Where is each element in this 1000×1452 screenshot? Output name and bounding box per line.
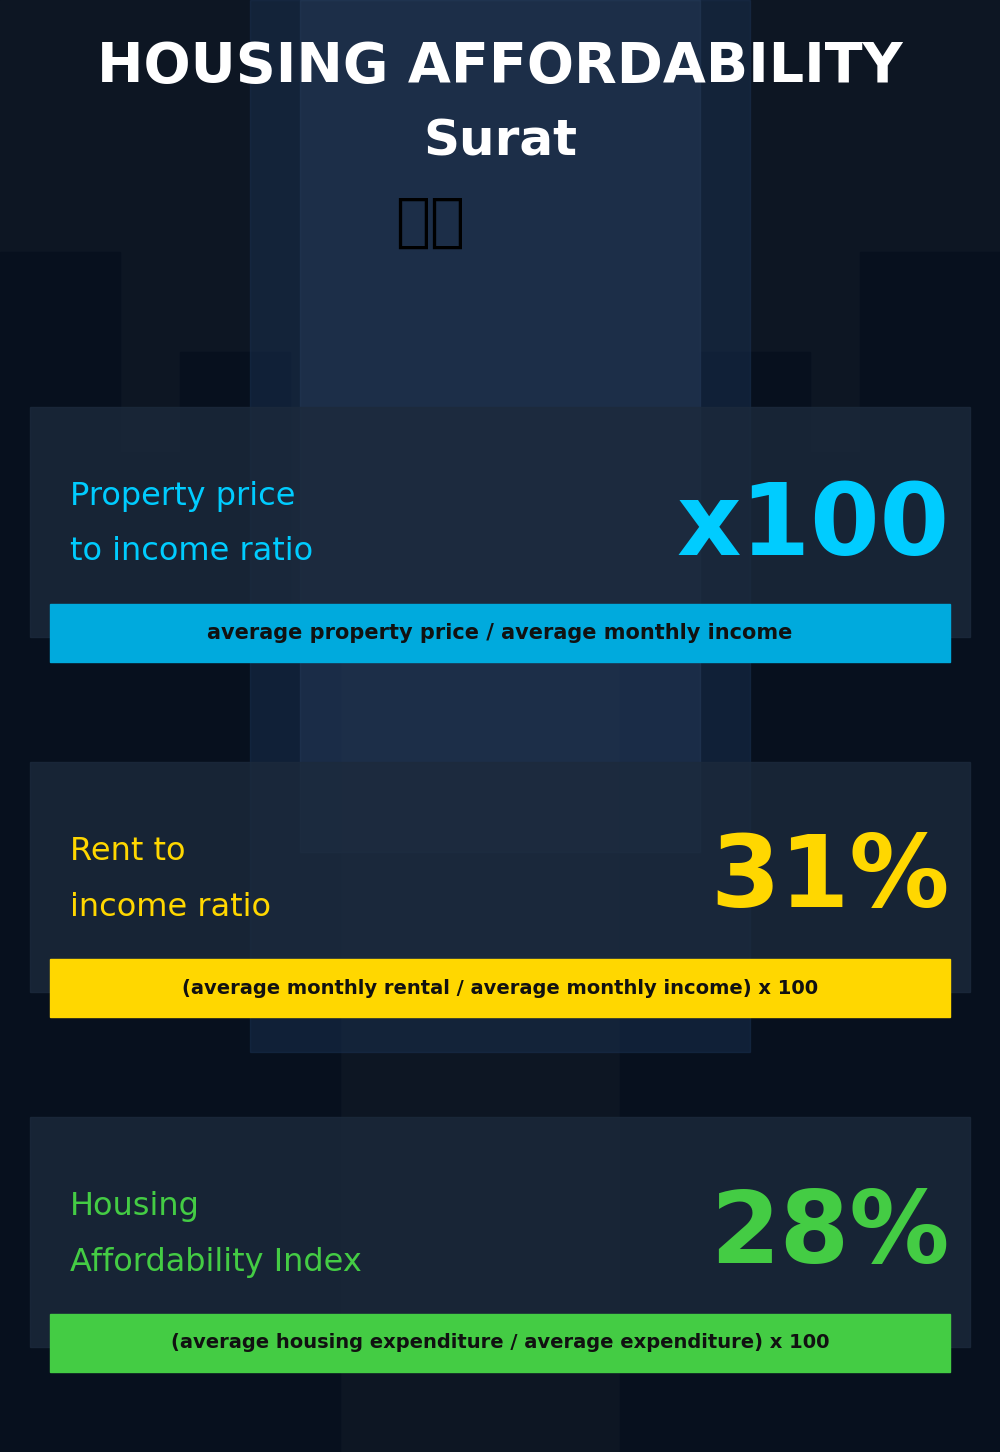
Bar (620, 652, 710, 1452)
Bar (100, 452, 200, 1452)
Bar (180, 351, 290, 1452)
Bar (0, 253, 120, 1452)
Text: income ratio: income ratio (70, 892, 271, 922)
Bar (50, 1314, 950, 1372)
Text: to income ratio: to income ratio (70, 536, 313, 568)
Bar (300, 0, 700, 852)
Text: 28%: 28% (711, 1186, 950, 1284)
Text: (average monthly rental / average monthly income) x 100: (average monthly rental / average monthl… (182, 979, 818, 998)
Bar (700, 351, 810, 1452)
Bar (30, 1117, 970, 1347)
Bar (30, 407, 970, 637)
Bar (780, 452, 880, 1452)
Text: Rent to: Rent to (70, 836, 186, 867)
Text: Affordability Index: Affordability Index (70, 1246, 362, 1278)
Bar (30, 762, 970, 992)
Bar (50, 604, 950, 662)
Text: Housing: Housing (70, 1192, 200, 1223)
Text: 🇮🇳: 🇮🇳 (395, 193, 465, 251)
Bar (250, 0, 750, 1053)
Text: 31%: 31% (711, 832, 950, 928)
Bar (860, 253, 1000, 1452)
Text: HOUSING AFFORDABILITY: HOUSING AFFORDABILITY (97, 41, 903, 94)
Text: Property price: Property price (70, 482, 296, 513)
Text: x100: x100 (677, 479, 950, 575)
Text: average property price / average monthly income: average property price / average monthly… (207, 623, 793, 643)
Bar (50, 958, 950, 1016)
Text: Surat: Surat (423, 118, 577, 166)
Bar (260, 652, 340, 1452)
Text: (average housing expenditure / average expenditure) x 100: (average housing expenditure / average e… (171, 1333, 829, 1352)
